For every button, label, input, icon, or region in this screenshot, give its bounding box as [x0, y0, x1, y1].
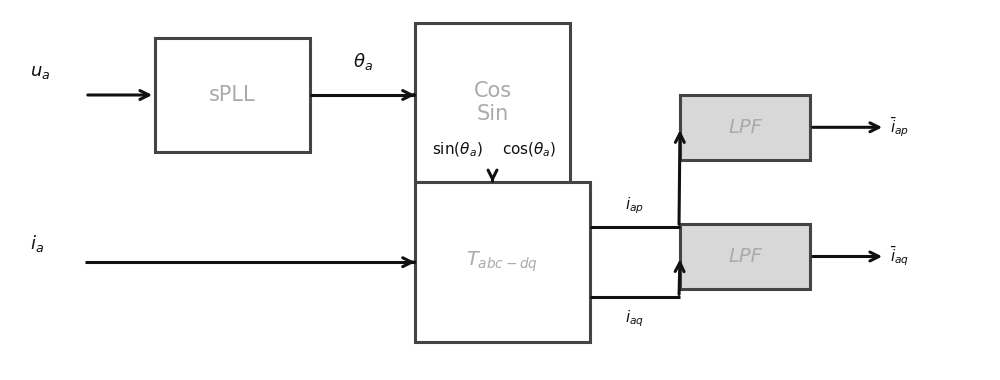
FancyBboxPatch shape	[155, 38, 310, 152]
Text: sPLL: sPLL	[209, 85, 256, 105]
Text: $i_{ap}$: $i_{ap}$	[625, 195, 645, 216]
Text: $\bar{i}_{ap}$: $\bar{i}_{ap}$	[890, 116, 909, 139]
Text: $\theta_a$: $\theta_a$	[353, 51, 372, 72]
Text: LPF: LPF	[728, 247, 762, 266]
Text: $u_a$: $u_a$	[30, 63, 50, 81]
Text: $i_{aq}$: $i_{aq}$	[625, 309, 645, 329]
Text: $\cos(\theta_a)$: $\cos(\theta_a)$	[502, 141, 557, 159]
Text: Cos
Sin: Cos Sin	[473, 81, 512, 124]
FancyBboxPatch shape	[680, 224, 810, 289]
Text: $\sin(\theta_a)$: $\sin(\theta_a)$	[432, 141, 482, 159]
FancyBboxPatch shape	[415, 23, 570, 182]
FancyBboxPatch shape	[415, 182, 590, 342]
Text: $\bar{i}_{aq}$: $\bar{i}_{aq}$	[890, 245, 909, 268]
Text: LPF: LPF	[728, 118, 762, 137]
Text: $i_a$: $i_a$	[30, 233, 44, 254]
FancyBboxPatch shape	[680, 95, 810, 160]
Text: $T_{abc-dq}$: $T_{abc-dq}$	[466, 250, 539, 274]
